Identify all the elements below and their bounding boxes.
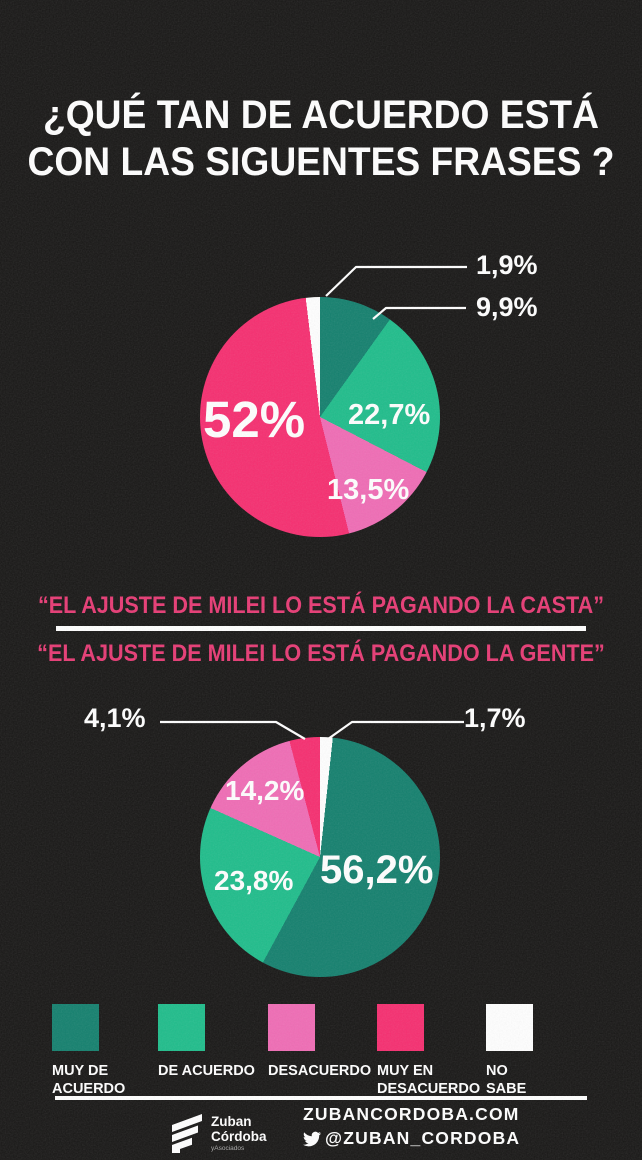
statement-divider	[56, 626, 586, 631]
legend-item-no-sabe: NO SABE	[486, 1004, 533, 1098]
statement-casta: “EL AJUSTE DE MILEI LO ESTÁ PAGANDO LA C…	[37, 592, 605, 619]
value-label-desacuerdo-2: 14,2%	[225, 775, 305, 806]
zuban-cordoba-stripes-icon	[172, 1114, 202, 1153]
legend-swatch-no-sabe	[486, 1004, 533, 1051]
twitter-icon	[303, 1131, 321, 1146]
value-label-muy-en-desacuerdo-2: 4,1%	[84, 703, 146, 733]
brand-text: Zuban Córdoba yAsociados	[211, 1111, 267, 1152]
legend-swatch-muy-de-acuerdo	[52, 1004, 99, 1051]
callout-line-no-sabe-1	[325, 265, 467, 297]
legend-item-muy-de-acuerdo: MUY DE ACUERDO	[52, 1004, 125, 1098]
legend-label: DESACUERDO	[268, 1063, 372, 1079]
legend-item-desacuerdo: DESACUERDO	[268, 1004, 371, 1080]
value-label-no-sabe-1: 1,9%	[476, 250, 538, 280]
legend-label: DE ACUERDO	[158, 1063, 255, 1079]
legend-swatch-de-acuerdo	[158, 1004, 205, 1051]
brand-name-line-2: Córdoba	[211, 1129, 267, 1145]
legend-swatch-muy-en-desacuerdo	[377, 1004, 424, 1051]
callout-line-no-sabe-2	[327, 720, 464, 740]
value-label-no-sabe-2: 1,7%	[464, 703, 526, 733]
legend-label: MUY DE	[52, 1063, 109, 1079]
brand-logo: Zuban Córdoba yAsociados	[170, 1111, 267, 1153]
value-label-de-acuerdo-1: 22,7%	[348, 399, 431, 431]
value-label-muy-de-acuerdo-2: 56,2%	[320, 848, 434, 892]
legend-swatch-desacuerdo	[268, 1004, 315, 1051]
value-label-muy-en-desacuerdo-1: 52%	[203, 391, 306, 448]
legend-label: MUY EN	[377, 1063, 434, 1079]
title-line-2: CON LAS SIGUENTES FRASES ?	[27, 139, 615, 184]
value-label-desacuerdo-1: 13,5%	[327, 474, 410, 506]
value-label-de-acuerdo-2: 23,8%	[214, 865, 294, 896]
website-link[interactable]: ZUBANCORDOBA.COM	[303, 1104, 520, 1124]
value-label-muy-de-acuerdo-1: 9,9%	[476, 292, 538, 322]
statement-gente: “EL AJUSTE DE MILEI LO ESTÁ PAGANDO LA G…	[37, 640, 605, 667]
title-line-1: ¿QUÉ TAN DE ACUERDO ESTÁ	[43, 93, 599, 137]
callout-line-muy-en-desacuerdo-2	[160, 720, 306, 740]
legend-label: NO	[486, 1063, 508, 1079]
legend-item-muy-en-desacuerdo: MUY EN DESACUERDO	[377, 1004, 480, 1098]
brand-subtitle: yAsociados	[211, 1145, 245, 1153]
footer-links: ZUBANCORDOBA.COM @ZUBAN_CORDOBA	[303, 1104, 521, 1148]
page-title: ¿QUÉ TAN DE ACUERDO ESTÁ CON LAS SIGUENT…	[22, 92, 619, 186]
legend-item-de-acuerdo: DE ACUERDO	[158, 1004, 255, 1080]
brand-name-line-1: Zuban	[211, 1114, 252, 1129]
twitter-handle-link[interactable]: @ZUBAN_CORDOBA	[325, 1127, 521, 1148]
footer-divider	[55, 1096, 587, 1100]
